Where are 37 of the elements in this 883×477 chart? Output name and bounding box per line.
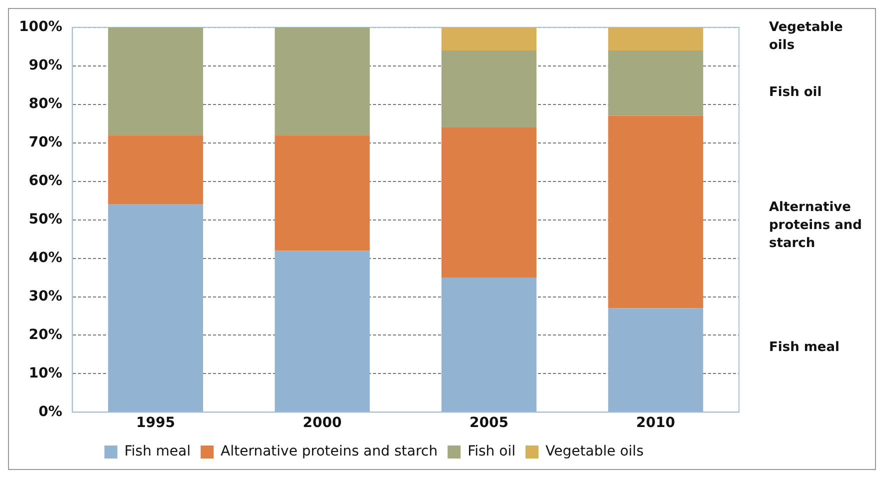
bar — [608, 50, 704, 116]
y-tick-label: 50% — [28, 211, 62, 228]
bar — [441, 27, 536, 50]
bar — [108, 27, 204, 136]
y-tick-label: 30% — [28, 288, 62, 304]
bar — [608, 308, 704, 412]
bar — [108, 135, 204, 204]
bar — [274, 135, 370, 251]
text: Vegetable oils — [769, 19, 844, 55]
y-tick-label: 40% — [28, 250, 62, 266]
x-tick-label: 1995 — [136, 415, 176, 432]
text: Fish oil — [769, 84, 823, 102]
y-tick-label: 60% — [28, 172, 62, 189]
legend-label: Vegetable oils — [545, 444, 644, 460]
bar — [441, 50, 536, 128]
bar — [274, 27, 370, 136]
bar — [608, 116, 704, 308]
y-tick-label: 100% — [18, 19, 62, 36]
y-tick-label: 90% — [28, 58, 62, 74]
bar — [441, 127, 536, 278]
y-tick-label: 0% — [38, 404, 62, 420]
bar — [274, 250, 370, 412]
x-tick-label: 2010 — [636, 415, 676, 432]
y-tick-label: 80% — [28, 96, 62, 112]
legend-label: Alternative proteins and starch — [220, 444, 438, 460]
y-tick-label: 10% — [28, 365, 62, 382]
y-tick-label: 70% — [28, 134, 62, 150]
bar — [441, 278, 536, 412]
bar — [108, 204, 204, 412]
y-tick-label: 20% — [28, 326, 62, 343]
x-tick-label: 2000 — [302, 415, 342, 432]
text: Fish meal — [769, 339, 840, 357]
bar — [608, 27, 704, 50]
legend-label: Fish meal — [124, 444, 191, 460]
text: Alternative proteins and starch — [769, 199, 863, 253]
x-tick-label: 2005 — [469, 415, 508, 432]
legend-label: Fish oil — [468, 444, 516, 460]
